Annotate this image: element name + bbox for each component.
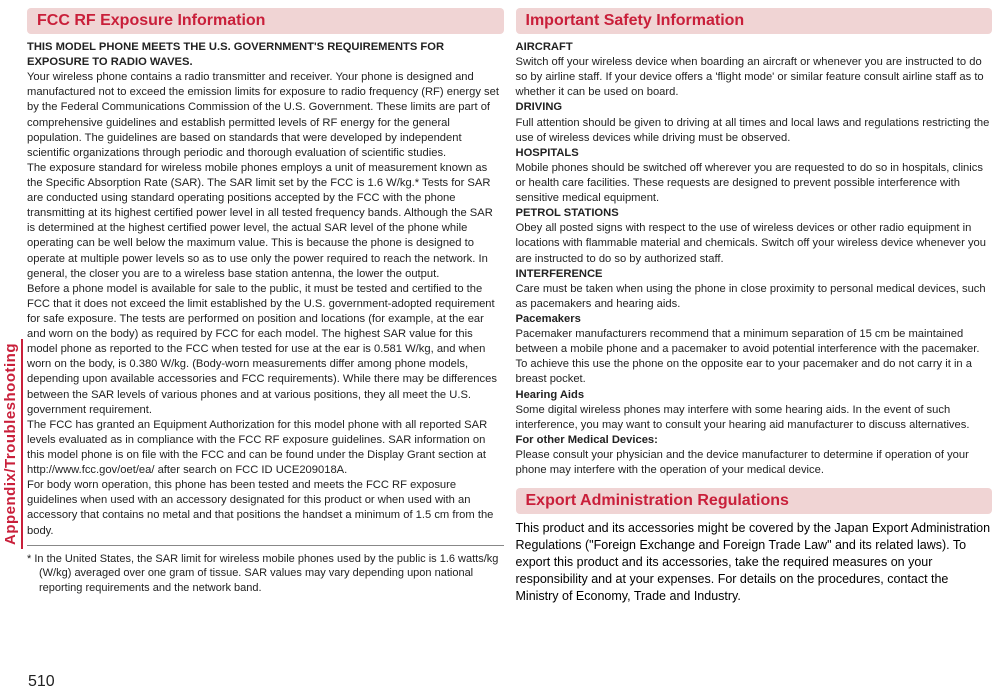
export-header: Export Administration Regulations [516, 488, 993, 514]
driving-text: Full attention should be given to drivin… [516, 116, 993, 146]
hearing-text: Some digital wireless phones may interfe… [516, 403, 993, 433]
safety-header: Important Safety Information [516, 8, 993, 34]
hospitals-head: HOSPITALS [516, 146, 993, 161]
safety-body: AIRCRAFT Switch off your wireless device… [516, 40, 993, 478]
other-head: For other Medical Devices: [516, 433, 993, 448]
right-column: Important Safety Information AIRCRAFT Sw… [516, 8, 993, 689]
fcc-body: THIS MODEL PHONE MEETS THE U.S. GOVERNME… [27, 40, 504, 539]
export-body: This product and its accessories might b… [516, 520, 993, 604]
fcc-header: FCC RF Exposure Information [27, 8, 504, 34]
fcc-footnote: * In the United States, the SAR limit fo… [27, 552, 504, 597]
petrol-head: PETROL STATIONS [516, 206, 993, 221]
page: Appendix/Troubleshooting FCC RF Exposure… [0, 0, 1004, 697]
interference-head: INTERFERENCE [516, 267, 993, 282]
vertical-tab-label: Appendix/Troubleshooting [0, 339, 23, 549]
fcc-p5: For body worn operation, this phone has … [27, 478, 504, 538]
pacemakers-text: Pacemaker manufacturers recommend that a… [516, 327, 993, 387]
fcc-bold-intro: THIS MODEL PHONE MEETS THE U.S. GOVERNME… [27, 40, 504, 70]
hospitals-text: Mobile phones should be switched off whe… [516, 161, 993, 206]
aircraft-text: Switch off your wireless device when boa… [516, 55, 993, 100]
driving-head: DRIVING [516, 100, 993, 115]
fcc-p4: The FCC has granted an Equipment Authori… [27, 418, 504, 478]
fcc-p1: Your wireless phone contains a radio tra… [27, 70, 504, 161]
page-number: 510 [28, 673, 55, 691]
petrol-text: Obey all posted signs with respect to th… [516, 221, 993, 266]
hearing-head: Hearing Aids [516, 388, 993, 403]
interference-text: Care must be taken when using the phone … [516, 282, 993, 312]
fcc-p3: Before a phone model is available for sa… [27, 282, 504, 418]
fcc-p2: The exposure standard for wireless mobil… [27, 161, 504, 282]
other-text: Please consult your physician and the de… [516, 448, 993, 478]
left-column: FCC RF Exposure Information THIS MODEL P… [27, 8, 504, 689]
footnote-separator [27, 545, 504, 546]
content-columns: FCC RF Exposure Information THIS MODEL P… [27, 8, 992, 689]
aircraft-head: AIRCRAFT [516, 40, 993, 55]
pacemakers-head: Pacemakers [516, 312, 993, 327]
